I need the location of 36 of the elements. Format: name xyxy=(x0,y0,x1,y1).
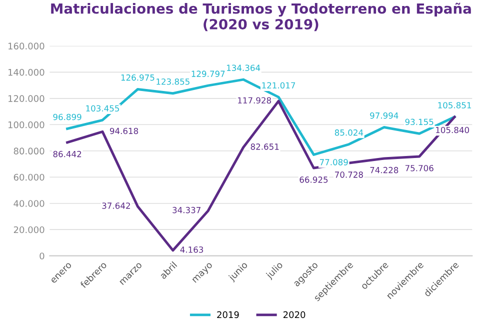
data-label: 75.706 xyxy=(405,164,434,172)
y-tick-label: 80.000 xyxy=(14,148,44,154)
data-label: 82.651 xyxy=(250,144,279,150)
data-label: 129.797 xyxy=(192,70,225,77)
data-label: 37.642 xyxy=(102,202,130,209)
legend-label: 2019 xyxy=(217,311,239,318)
y-tick-label: 60.000 xyxy=(14,174,44,181)
chart-title: Matriculaciones de Turismos y Todoterreno en España (2020 vs 2019) xyxy=(51,2,471,32)
data-label: 105.840 xyxy=(436,126,470,134)
data-label: 4.163 xyxy=(180,246,204,253)
data-label: 105.851 xyxy=(438,102,472,108)
y-tick-label: 120.000 xyxy=(8,95,44,102)
y-tick-label: 160.000 xyxy=(8,42,44,50)
data-label: 121.017 xyxy=(262,82,296,89)
y-tick-label: 20.000 xyxy=(14,226,44,234)
legend-label: 2020 xyxy=(283,311,306,318)
data-label: 85.024 xyxy=(334,129,364,136)
data-label: 77.089 xyxy=(320,159,348,166)
data-label: 97.994 xyxy=(370,112,398,119)
data-label: 34.337 xyxy=(172,206,200,214)
data-label: 74.228 xyxy=(370,166,398,174)
data-label: 86.442 xyxy=(53,150,82,158)
y-tick-label: 140.000 xyxy=(8,68,44,76)
y-tick-label: 100.000 xyxy=(8,121,44,128)
data-label: 96.899 xyxy=(53,114,82,120)
data-label: 126.975 xyxy=(121,74,154,81)
data-label: 123.855 xyxy=(156,78,190,85)
data-label: 94.618 xyxy=(110,128,138,134)
data-label: 93.155 xyxy=(405,118,434,126)
y-tick-label: 40.000 xyxy=(14,200,44,207)
data-label: 134.364 xyxy=(227,64,260,71)
data-label: 70.728 xyxy=(335,172,363,178)
data-label: 117.928 xyxy=(238,97,272,104)
data-label: 66.925 xyxy=(300,176,328,183)
y-tick-label: 0 xyxy=(40,252,44,260)
data-label: 103.455 xyxy=(86,105,120,112)
